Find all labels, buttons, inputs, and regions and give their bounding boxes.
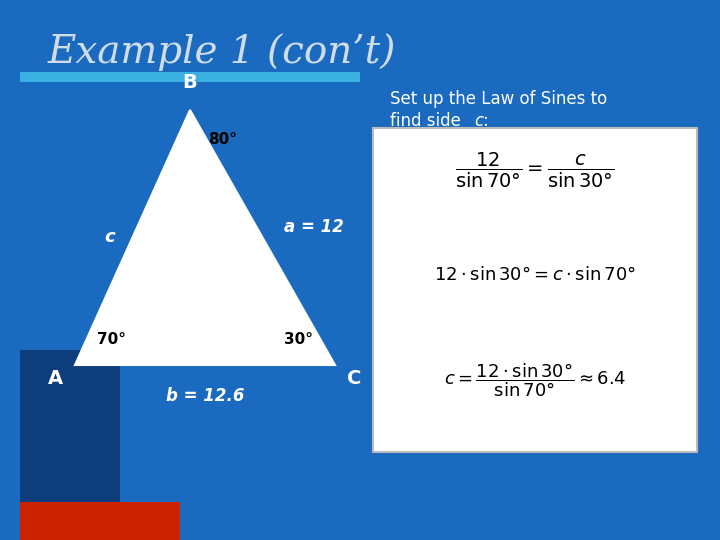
Text: find side: find side — [390, 112, 466, 130]
Polygon shape — [75, 110, 335, 365]
Text: 70°: 70° — [97, 332, 126, 347]
Text: $12 \cdot \sin 30° = c \cdot \sin 70°$: $12 \cdot \sin 30° = c \cdot \sin 70°$ — [434, 266, 636, 284]
Text: :: : — [483, 112, 489, 130]
Text: 30°: 30° — [284, 332, 313, 347]
Text: c: c — [474, 112, 483, 130]
Text: Example 1 (con’t): Example 1 (con’t) — [48, 33, 397, 71]
Text: $\dfrac{12}{\sin 70°} = \dfrac{c}{\sin 30°}$: $\dfrac{12}{\sin 70°} = \dfrac{c}{\sin 3… — [455, 151, 615, 190]
Text: Set up the Law of Sines to: Set up the Law of Sines to — [390, 90, 607, 108]
Text: $c = \dfrac{12 \cdot \sin 30°}{\sin 70°} \approx 6.4$: $c = \dfrac{12 \cdot \sin 30°}{\sin 70°}… — [444, 361, 626, 399]
Text: a = 12: a = 12 — [284, 219, 344, 237]
FancyBboxPatch shape — [373, 128, 697, 452]
FancyBboxPatch shape — [20, 502, 180, 540]
Text: B: B — [183, 73, 197, 92]
Text: c: c — [104, 228, 114, 246]
Text: 80°: 80° — [208, 132, 237, 147]
FancyBboxPatch shape — [20, 350, 120, 540]
FancyBboxPatch shape — [20, 72, 360, 82]
Text: b = 12.6: b = 12.6 — [166, 387, 244, 405]
Text: C: C — [347, 369, 361, 388]
Text: A: A — [48, 369, 63, 388]
